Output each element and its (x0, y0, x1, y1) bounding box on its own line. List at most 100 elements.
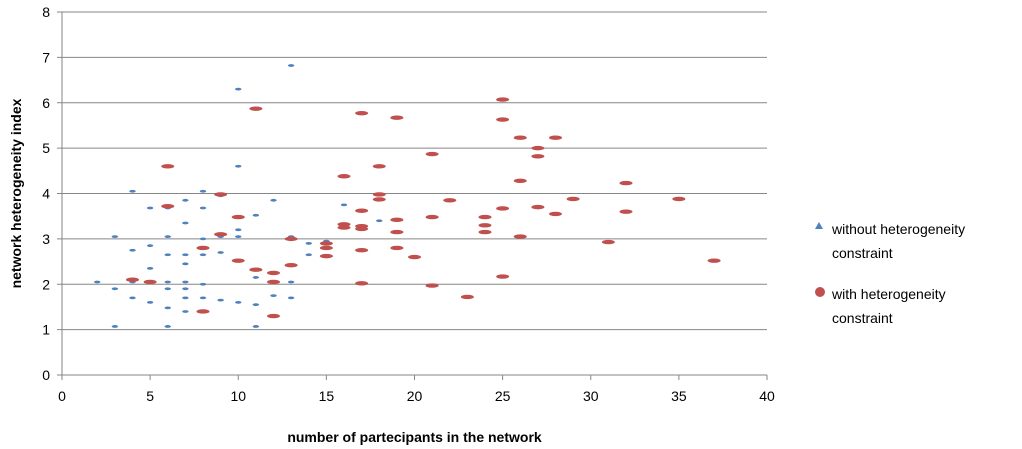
with-constraint-point (337, 225, 351, 230)
series-0 (94, 64, 383, 328)
without-constraint-point (182, 198, 189, 202)
with-constraint-point (319, 241, 333, 246)
with-constraint-point (284, 236, 298, 242)
without-constraint-point (146, 301, 154, 304)
with-constraint-point (249, 106, 263, 111)
circle-marker-icon (815, 287, 825, 297)
with-constraint-point (355, 208, 369, 213)
with-constraint-point (496, 117, 510, 122)
without-constraint-point (199, 282, 207, 286)
x-tick-label: 40 (759, 388, 775, 404)
without-constraint-point (235, 235, 242, 239)
legend-label-line: without heterogeneity (831, 221, 965, 237)
legend-entry-without-constraint: without heterogeneity constraint (815, 221, 965, 261)
without-constraint-point (235, 228, 242, 232)
without-constraint-point (199, 253, 207, 257)
gridlines (62, 11, 767, 331)
with-constraint-point (496, 97, 510, 102)
without-constraint-point (305, 253, 312, 257)
without-constraint-point (376, 219, 383, 223)
with-constraint-point (390, 217, 404, 223)
without-constraint-point (182, 262, 189, 266)
with-constraint-point (161, 204, 175, 209)
with-constraint-point (566, 196, 580, 202)
with-constraint-point (143, 279, 157, 285)
with-constraint-point (513, 178, 527, 183)
without-constraint-point (252, 303, 260, 307)
y-tick-label: 4 (42, 186, 50, 202)
without-constraint-point (199, 296, 207, 300)
with-constraint-point (619, 180, 633, 186)
without-constraint-point (164, 325, 171, 328)
with-constraint-point (355, 281, 369, 286)
with-constraint-point (601, 239, 615, 245)
series-1 (126, 97, 721, 319)
with-constraint-point (231, 214, 245, 220)
without-constraint-point (252, 213, 260, 217)
y-tick-label: 1 (42, 322, 50, 338)
without-constraint-point (146, 266, 154, 270)
with-constraint-point (460, 294, 474, 300)
without-constraint-point (111, 325, 119, 328)
without-constraint-point (270, 198, 277, 202)
without-constraint-point (287, 280, 295, 284)
with-constraint-point (214, 232, 228, 237)
without-constraint-point (199, 237, 207, 241)
with-constraint-point (707, 258, 721, 263)
with-constraint-point (478, 214, 492, 220)
without-constraint-point (182, 287, 189, 291)
without-constraint-point (164, 253, 171, 257)
x-tick-label: 30 (583, 388, 599, 404)
with-constraint-point (478, 223, 492, 228)
without-constraint-point (252, 325, 260, 328)
y-tick-label: 2 (42, 276, 50, 292)
without-constraint-point (340, 203, 348, 207)
y-tick-label: 3 (42, 231, 50, 247)
without-constraint-point (182, 296, 189, 300)
with-constraint-point (390, 229, 404, 235)
with-constraint-point (496, 274, 510, 279)
with-constraint-point (319, 245, 333, 251)
without-constraint-point (235, 87, 242, 91)
with-constraint-point (355, 110, 369, 116)
legend-label-line: with heterogeneity (831, 286, 946, 302)
with-constraint-point (531, 154, 545, 159)
without-constraint-point (252, 276, 260, 279)
without-constraint-point (164, 280, 171, 284)
with-constraint-point (267, 313, 280, 319)
with-constraint-point (425, 151, 439, 157)
y-tick-label: 0 (42, 367, 50, 383)
with-constraint-point (196, 309, 210, 314)
without-constraint-point (182, 280, 189, 284)
without-constraint-point (111, 235, 119, 239)
with-constraint-point (214, 192, 228, 197)
x-tick-label: 25 (495, 388, 511, 404)
with-constraint-point (372, 197, 386, 202)
with-constraint-point (478, 229, 492, 235)
with-constraint-point (319, 253, 333, 259)
without-constraint-point (164, 287, 171, 291)
with-constraint-point (355, 248, 369, 253)
without-constraint-point (235, 164, 242, 168)
y-tick-label: 8 (42, 4, 50, 20)
without-constraint-point (146, 244, 154, 248)
with-constraint-point (249, 267, 263, 272)
without-constraint-point (164, 235, 171, 239)
without-constraint-point (129, 189, 136, 193)
with-constraint-point (425, 283, 439, 288)
without-constraint-point (146, 206, 154, 210)
without-constraint-point (129, 296, 136, 300)
with-constraint-point (355, 223, 369, 229)
with-constraint-point (284, 262, 298, 268)
x-tick-label: 5 (146, 388, 154, 404)
y-axis-ticks: 0 1 2 3 4 5 6 7 8 (42, 4, 62, 383)
with-constraint-point (619, 209, 633, 214)
with-constraint-point (672, 196, 686, 202)
x-axis-title: number of partecipants in the network (287, 429, 542, 445)
triangle-marker-icon (815, 222, 823, 229)
without-constraint-point (270, 294, 277, 297)
y-tick-label: 5 (42, 140, 50, 156)
without-constraint-point (182, 253, 189, 257)
data-points (94, 64, 721, 328)
